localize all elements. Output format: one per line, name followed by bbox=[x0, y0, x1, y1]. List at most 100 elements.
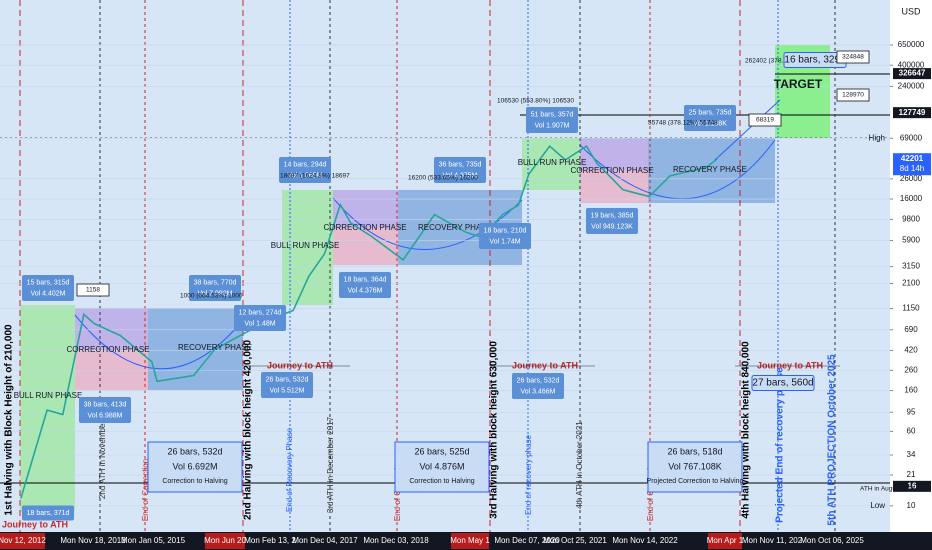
info-box bbox=[234, 305, 286, 331]
info-box bbox=[684, 105, 736, 131]
y-tick-label: 3150 bbox=[902, 262, 920, 271]
info-box bbox=[279, 157, 331, 183]
info-text: Vol 5.512M bbox=[269, 387, 304, 394]
date-label: Mon Nov 14, 2022 bbox=[612, 536, 678, 545]
event-label: 4th ATH in October 2021 bbox=[575, 421, 584, 509]
info-text: 38 bars, 413d bbox=[84, 401, 127, 408]
date-label: Mon Jun 20 bbox=[204, 536, 246, 545]
info-box bbox=[79, 397, 131, 423]
info-text: 18 bars, 371d bbox=[27, 510, 70, 517]
price-label-box bbox=[76, 283, 110, 297]
info-box bbox=[339, 272, 391, 298]
price-label-box bbox=[836, 88, 870, 102]
price-label: 16200 (533.65%) 16200 bbox=[408, 175, 478, 182]
halving-text: 26 bars, 532d bbox=[167, 446, 222, 456]
phase-label: BULL RUN PHASE bbox=[271, 241, 340, 250]
recovery-arc bbox=[579, 139, 776, 200]
info-text: 38 bars, 770d bbox=[194, 279, 237, 286]
y-tick-label: 2100 bbox=[902, 279, 920, 288]
info-text: Vol 1.74M bbox=[489, 238, 520, 245]
info-text: Vol 4.402M bbox=[30, 290, 65, 297]
halving-text: Vol 6.692M bbox=[172, 461, 217, 471]
target-label: TARGET bbox=[774, 77, 823, 91]
y-tick-label: 260 bbox=[904, 365, 918, 374]
phase-label: CORRECTION PHASE bbox=[570, 166, 653, 175]
price-label: 128970 bbox=[842, 92, 864, 99]
info-text: 16 bars, 329d bbox=[784, 55, 845, 66]
phase-label: CORRECTION PHASE bbox=[66, 345, 149, 354]
high-label: High bbox=[869, 133, 885, 142]
price-box-label: 326647 bbox=[899, 69, 926, 78]
info-text: Vol 1.907M bbox=[534, 122, 569, 129]
price-box-label: 42201 bbox=[901, 154, 924, 163]
info-text: Vol 7.992M bbox=[197, 290, 232, 297]
date-label: Mon Dec 03, 2018 bbox=[363, 536, 429, 545]
y-tick-label: 34 bbox=[907, 450, 916, 459]
date-label: Mon Nov 11, 202 bbox=[742, 536, 803, 545]
price-label: 324848 bbox=[842, 54, 864, 61]
date-label: Mon Feb 13, 2 bbox=[244, 536, 296, 545]
y-tick-label: 69000 bbox=[900, 133, 923, 142]
event-label: 2nd ATH in November 2013 bbox=[98, 400, 107, 499]
price-label: 18697 (1624.8%) 18697 bbox=[280, 173, 350, 180]
y-tick-label: 60 bbox=[907, 426, 916, 435]
info-text: 19 bars, 385d bbox=[591, 212, 634, 219]
journey-label: Journey to ATH bbox=[267, 360, 333, 370]
info-text: Vol 4.375M bbox=[442, 172, 477, 179]
info-text: Vol 1.108K bbox=[693, 120, 727, 127]
price-label: 1000 (664.53%) 1000 bbox=[180, 293, 243, 300]
price-label: 262402 (378... bbox=[745, 58, 787, 65]
journey-label: Journey to ATH bbox=[512, 360, 578, 370]
halving-text: Vol 767.108K bbox=[668, 461, 722, 471]
bull-zone bbox=[20, 305, 75, 512]
price-label: 106530 (553.80%) 106530 bbox=[497, 98, 574, 105]
price-line bbox=[20, 145, 718, 499]
halving-text: 26 bars, 518d bbox=[667, 446, 722, 456]
info-box bbox=[22, 275, 74, 301]
info-text: 27 bars, 560d bbox=[752, 378, 813, 389]
halving-text: Correction to Halving bbox=[409, 478, 474, 485]
info-text: Vol 1.865M bbox=[287, 172, 322, 179]
info-text: 12 bars, 274d bbox=[239, 309, 282, 316]
event-label: 3rd ATH in December 2017 bbox=[326, 416, 335, 513]
date-label: Mon Oct 25, 2021 bbox=[543, 536, 607, 545]
y-tick-label: 95 bbox=[907, 407, 916, 416]
price-label-box bbox=[748, 113, 782, 127]
date-label: Mon Oct 06, 2025 bbox=[800, 536, 864, 545]
info-text: 51 bars, 357d bbox=[531, 111, 574, 118]
info-text: Vol 4.376M bbox=[347, 287, 382, 294]
info-text: Vol 3.466M bbox=[520, 388, 555, 395]
y-tick-label: 21 bbox=[907, 470, 916, 479]
info-text: 36 bars, 735d bbox=[439, 161, 482, 168]
event-label: 5th ATH PROJECTION October 2025 bbox=[827, 354, 838, 526]
price-label: 55748 (378.12%) 55748 bbox=[648, 120, 718, 127]
y-tick-label: 420 bbox=[904, 346, 918, 355]
info-text: 15 bars, 315d bbox=[27, 279, 70, 286]
halving-box bbox=[147, 441, 243, 493]
price-box bbox=[893, 68, 931, 80]
y-tick-label: 1150 bbox=[902, 304, 920, 313]
event-label: 4th Halving with block height 840,000 bbox=[741, 341, 752, 519]
event-label: 3rd Halving with block height 630,000 bbox=[489, 341, 500, 519]
date-label: Mon Dec 07, 2020 bbox=[494, 536, 560, 545]
y-tick-label: 10 bbox=[907, 501, 916, 510]
info-box bbox=[586, 208, 638, 234]
price-box-label: 16 bbox=[908, 481, 917, 490]
y-tick-label: 690 bbox=[904, 325, 918, 334]
halving-text: 26 bars, 525d bbox=[414, 446, 469, 456]
price-box-label: 127749 bbox=[899, 108, 926, 117]
date-highlight bbox=[0, 533, 45, 549]
y-tick-label: 26000 bbox=[900, 174, 923, 183]
phase-label: RECOVERY PHASE bbox=[178, 343, 252, 352]
phase-label: RECOVERY PHASE bbox=[673, 165, 747, 174]
recovery-zone bbox=[148, 308, 243, 390]
date-label: Mon May 1 bbox=[450, 536, 490, 545]
y-tick-label: 9800 bbox=[902, 215, 920, 224]
price-label: 68319 bbox=[756, 117, 774, 124]
price-box bbox=[893, 107, 931, 119]
info-text: 26 bars, 532d bbox=[266, 376, 309, 383]
halving-box bbox=[394, 441, 490, 493]
target-arrow bbox=[714, 99, 781, 161]
info-text: Vol 6.988M bbox=[87, 412, 122, 419]
phase-label: RECOVERY PHASE bbox=[418, 223, 492, 232]
